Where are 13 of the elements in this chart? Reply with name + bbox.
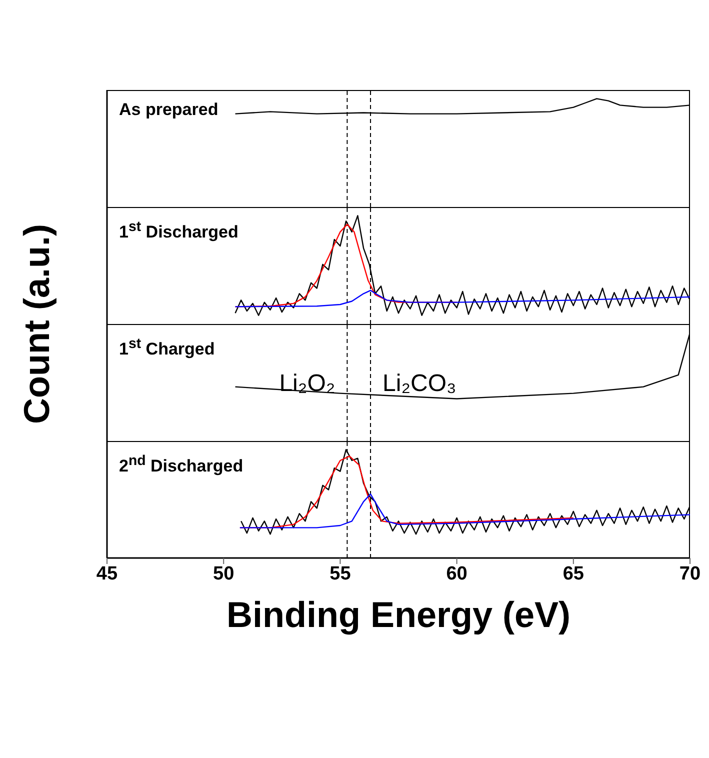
x-tick-label: 50 bbox=[213, 563, 234, 584]
x-axis-title: Binding Energy (eV) bbox=[225, 594, 572, 636]
y-axis-title: Count (a.u.) bbox=[16, 224, 58, 424]
chart-title: 1$^{st}$ Discharged bbox=[119, 218, 238, 243]
x-tick-label: 55 bbox=[330, 563, 352, 584]
chart-title: 2$^{nd}$ Discharged bbox=[119, 452, 244, 477]
x-tick-label: 60 bbox=[446, 563, 468, 584]
x-tick-label: 70 bbox=[679, 563, 701, 584]
x-tick-label: 45 bbox=[96, 563, 118, 584]
chart-title: 1$^{st}$ Charged bbox=[119, 335, 215, 360]
x-tick-label: 65 bbox=[562, 563, 584, 584]
ref-line-label: Li₂CO₃ bbox=[382, 370, 456, 398]
chart-title: As prepared bbox=[119, 100, 218, 120]
